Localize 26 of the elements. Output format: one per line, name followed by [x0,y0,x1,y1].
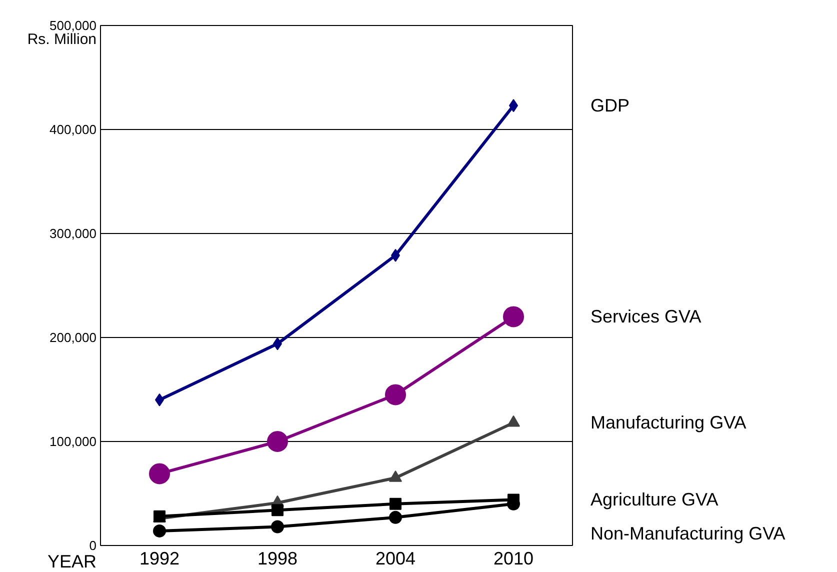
x-tick-label: 1992 [139,548,180,568]
text: Agriculture GVA [590,490,718,510]
point [149,463,170,484]
point [267,431,288,452]
y-axis-title: Rs. Million [27,31,97,48]
point [390,498,402,510]
y-tick-label: 300,000 [50,226,97,241]
point [153,524,166,538]
x-tick-label: 1998 [257,548,298,568]
point [272,504,284,516]
x-tick-label: 2010 [493,548,534,568]
point [385,384,406,406]
y-tick-label: 0 [89,538,97,553]
x-tick-label: 2004 [375,548,416,568]
y-tick-label: 200,000 [50,330,97,345]
y-tick-label: 400,000 [50,122,97,137]
point [389,510,402,524]
text: Manufacturing GVA [590,412,746,433]
point [271,520,284,534]
y-tick-label: 500,000 [50,18,97,33]
x-axis-title: YEAR [47,552,97,572]
point [503,306,524,328]
text: Services GVA [590,306,702,326]
y-tick-label: 100,000 [50,434,97,449]
text: GDP [590,95,630,116]
text: Non-Manufacturing GVA [590,524,786,544]
